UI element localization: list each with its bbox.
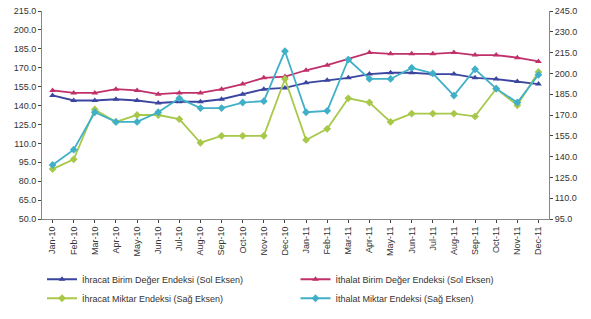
svg-text:140.0: 140.0 [14, 101, 37, 111]
svg-text:200.0: 200.0 [14, 25, 37, 35]
svg-text:215.0: 215.0 [14, 6, 37, 16]
svg-text:80.0: 80.0 [19, 176, 37, 186]
svg-text:230.0: 230.0 [555, 27, 578, 37]
svg-text:Sep-10: Sep-10 [216, 227, 226, 256]
svg-text:İhracat Birim Değer Endeksi (S: İhracat Birim Değer Endeksi (Sol Eksen) [82, 275, 243, 285]
svg-text:110.0: 110.0 [555, 193, 577, 203]
svg-text:215.0: 215.0 [555, 48, 578, 58]
svg-text:155.0: 155.0 [14, 82, 37, 92]
svg-text:İthalat Birim Değer Endeksi (S: İthalat Birim Değer Endeksi (Sol Eksen) [336, 275, 494, 285]
svg-text:125.0: 125.0 [14, 120, 37, 130]
svg-text:65.0: 65.0 [19, 195, 37, 205]
svg-text:Mar-11: Mar-11 [343, 227, 353, 255]
svg-text:Jul-11: Jul-11 [428, 227, 438, 251]
svg-text:Nov-11: Nov-11 [512, 227, 522, 255]
svg-text:Sep-11: Sep-11 [470, 227, 480, 255]
svg-text:Dec-11: Dec-11 [533, 227, 543, 255]
svg-text:Mar-10: Mar-10 [90, 227, 100, 256]
svg-text:185.0: 185.0 [555, 89, 578, 99]
svg-text:245.0: 245.0 [555, 6, 578, 16]
svg-text:50.0: 50.0 [19, 214, 37, 224]
svg-text:140.0: 140.0 [555, 152, 578, 162]
svg-text:Apr-11: Apr-11 [364, 227, 374, 253]
svg-text:İthalat Miktar Endeksi (Sağ Ek: İthalat Miktar Endeksi (Sağ Eksen) [336, 294, 474, 304]
svg-text:İhracat Miktar Endeksi (Sağ Ek: İhracat Miktar Endeksi (Sağ Eksen) [82, 294, 223, 304]
svg-text:Dec-10: Dec-10 [280, 227, 290, 256]
svg-text:95.0: 95.0 [555, 214, 573, 224]
svg-text:125.0: 125.0 [555, 173, 578, 183]
svg-text:Jul-10: Jul-10 [174, 227, 184, 252]
svg-text:155.0: 155.0 [555, 131, 578, 141]
svg-text:Aug-11: Aug-11 [449, 227, 459, 255]
svg-text:Feb-11: Feb-11 [322, 227, 332, 255]
svg-text:170.0: 170.0 [555, 110, 578, 120]
svg-text:185.0: 185.0 [14, 44, 37, 54]
svg-text:Jun-11: Jun-11 [407, 227, 417, 254]
svg-text:Jan-10: Jan-10 [47, 227, 57, 255]
svg-text:Aug-10: Aug-10 [195, 227, 205, 256]
svg-text:Apr-10: Apr-10 [111, 227, 121, 254]
svg-text:May-11: May-11 [385, 227, 395, 256]
svg-text:Jun-10: Jun-10 [153, 227, 163, 255]
svg-text:May-10: May-10 [132, 227, 142, 257]
svg-text:Oct-10: Oct-10 [238, 227, 248, 254]
svg-text:170.0: 170.0 [14, 63, 37, 73]
svg-text:Oct-11: Oct-11 [491, 227, 501, 253]
svg-text:Jan-11: Jan-11 [301, 227, 311, 254]
svg-text:110.0: 110.0 [14, 139, 36, 149]
svg-text:200.0: 200.0 [555, 69, 578, 79]
svg-text:Nov-10: Nov-10 [259, 227, 269, 256]
svg-text:95.0: 95.0 [19, 157, 37, 167]
svg-text:Feb-10: Feb-10 [69, 227, 79, 256]
